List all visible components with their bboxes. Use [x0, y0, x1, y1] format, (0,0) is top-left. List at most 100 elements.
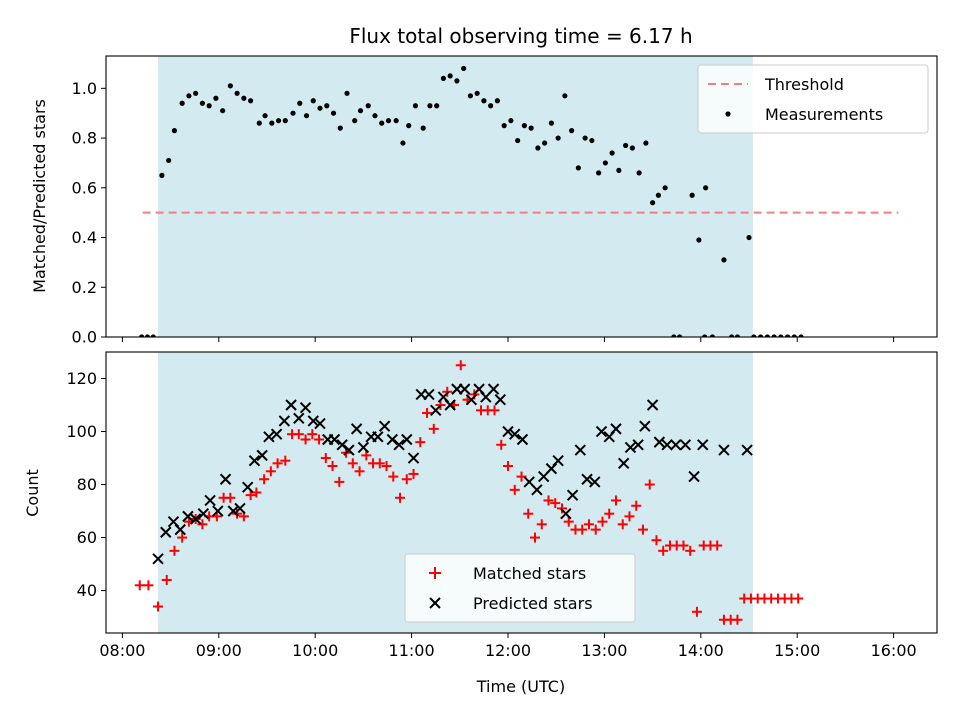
- predicted-star-point: [581, 473, 593, 485]
- measurement-point: [179, 100, 185, 106]
- matched-star-point: [314, 434, 325, 445]
- matched-star-point: [435, 400, 446, 411]
- predicted-star-point: [741, 444, 753, 456]
- predicted-star-point: [219, 473, 232, 485]
- predicted-star-point: [407, 452, 420, 464]
- matched-star-point: [134, 580, 145, 591]
- measurement-point: [746, 234, 752, 241]
- matched-star-point: [543, 495, 554, 506]
- measurement-point: [256, 120, 262, 126]
- predicted-star-point: [160, 526, 172, 538]
- measurement-point: [365, 103, 371, 109]
- predicted-star-point: [487, 383, 500, 395]
- matched-star-point: [529, 532, 540, 543]
- matched-star-point: [712, 540, 723, 551]
- matched-star-point: [300, 434, 311, 445]
- measurement-point: [297, 100, 303, 106]
- predicted-star-point: [697, 439, 709, 451]
- measurement-point: [269, 120, 275, 126]
- matched-star-point: [644, 479, 655, 490]
- predicted-star-point: [560, 508, 572, 520]
- measurement-point: [515, 137, 521, 144]
- matched-star-point: [489, 405, 500, 416]
- x-tick-label: 10:00: [292, 641, 338, 660]
- measurement-point: [703, 185, 709, 191]
- measurement-point: [262, 113, 268, 119]
- predicted-star-point: [242, 481, 254, 493]
- measurement-point: [555, 135, 561, 141]
- predicted-star-point: [589, 476, 601, 488]
- matched-star-point: [408, 468, 419, 479]
- measurement-point: [734, 334, 741, 337]
- measurement-point: [784, 334, 791, 337]
- matched-star-point: [280, 455, 291, 466]
- predicted-star-point: [444, 399, 456, 411]
- matched-star-point: [401, 474, 412, 485]
- measurement-point: [400, 140, 406, 146]
- measurement-point: [609, 150, 615, 156]
- measurement-point: [290, 110, 296, 116]
- measurement-point: [623, 142, 629, 149]
- matched-star-point: [388, 471, 399, 482]
- matched-star-point: [583, 519, 594, 530]
- bottom-y-tick-label: 120: [66, 369, 97, 388]
- predicted-star-point: [661, 439, 673, 451]
- matched-star-point: [536, 519, 547, 530]
- matched-star-point: [259, 474, 270, 485]
- measurement-point: [199, 100, 206, 106]
- measurement-point: [227, 83, 233, 89]
- predicted-star-point: [639, 420, 651, 432]
- matched-star-point: [265, 466, 276, 477]
- matched-star-point: [556, 503, 567, 514]
- measurement-point: [385, 118, 392, 124]
- predicted-star-point: [429, 404, 442, 417]
- measurement-point: [193, 90, 199, 96]
- predicted-star-point: [299, 401, 312, 414]
- measurement-point: [521, 123, 527, 129]
- predicted-star-point: [679, 439, 692, 451]
- predicted-star-point: [401, 433, 413, 446]
- measurement-point: [751, 334, 757, 337]
- matched-star-point: [523, 508, 534, 519]
- matched-star-point: [169, 545, 180, 556]
- measurement-point: [440, 75, 447, 81]
- measurement-point: [582, 135, 588, 141]
- predicted-star-point: [386, 433, 399, 446]
- measurement-point: [330, 110, 337, 116]
- matched-star-point: [617, 519, 628, 530]
- matched-star-point: [422, 407, 433, 418]
- bottom-panel-frame: [105, 351, 938, 634]
- x-tick-label: 14:00: [678, 641, 724, 660]
- predicted-star-point: [343, 444, 355, 456]
- matched-star-point: [793, 593, 804, 604]
- matched-star-point: [651, 535, 662, 546]
- measurement-point: [275, 118, 282, 124]
- predicted-star-point: [372, 431, 384, 443]
- matched-star-point: [177, 532, 188, 543]
- top-legend-box: [697, 64, 929, 134]
- predicted-star-point: [248, 454, 261, 467]
- predicted-star-point: [182, 510, 194, 523]
- measurement-point: [412, 103, 419, 109]
- predicted-star-point: [212, 505, 224, 517]
- top-panel: 0.0 0.2 0.4 0.6 0.8 1.0 Matched/Predicted sta…: [30, 55, 938, 347]
- measurement-point: [234, 90, 240, 96]
- predicted-star-point: [646, 399, 659, 411]
- measurement-point: [508, 118, 514, 124]
- measurement-point: [488, 103, 494, 109]
- chart-title: Flux total observing time = 6.17 h: [349, 24, 692, 48]
- matched-star-point: [374, 458, 385, 469]
- bottom-panel: 40 60 80 100 120 08:00 09:00 10:00 11:00 12:00 13…: [23, 351, 938, 696]
- matched-star-point: [496, 439, 507, 450]
- matched-star-point: [327, 460, 338, 471]
- x-tick-label: 11:00: [389, 641, 435, 660]
- matched-star-point: [658, 545, 669, 556]
- measurement-point: [310, 98, 316, 104]
- measurement-point: [575, 165, 581, 171]
- matched-star-point: [415, 437, 426, 448]
- legend-threshold-label: Threshold: [764, 75, 844, 94]
- x-tick-label: 08:00: [99, 641, 145, 660]
- bottom-y-tick-label: 100: [66, 422, 97, 441]
- matched-star-point: [225, 492, 236, 503]
- measurement-point: [662, 185, 668, 191]
